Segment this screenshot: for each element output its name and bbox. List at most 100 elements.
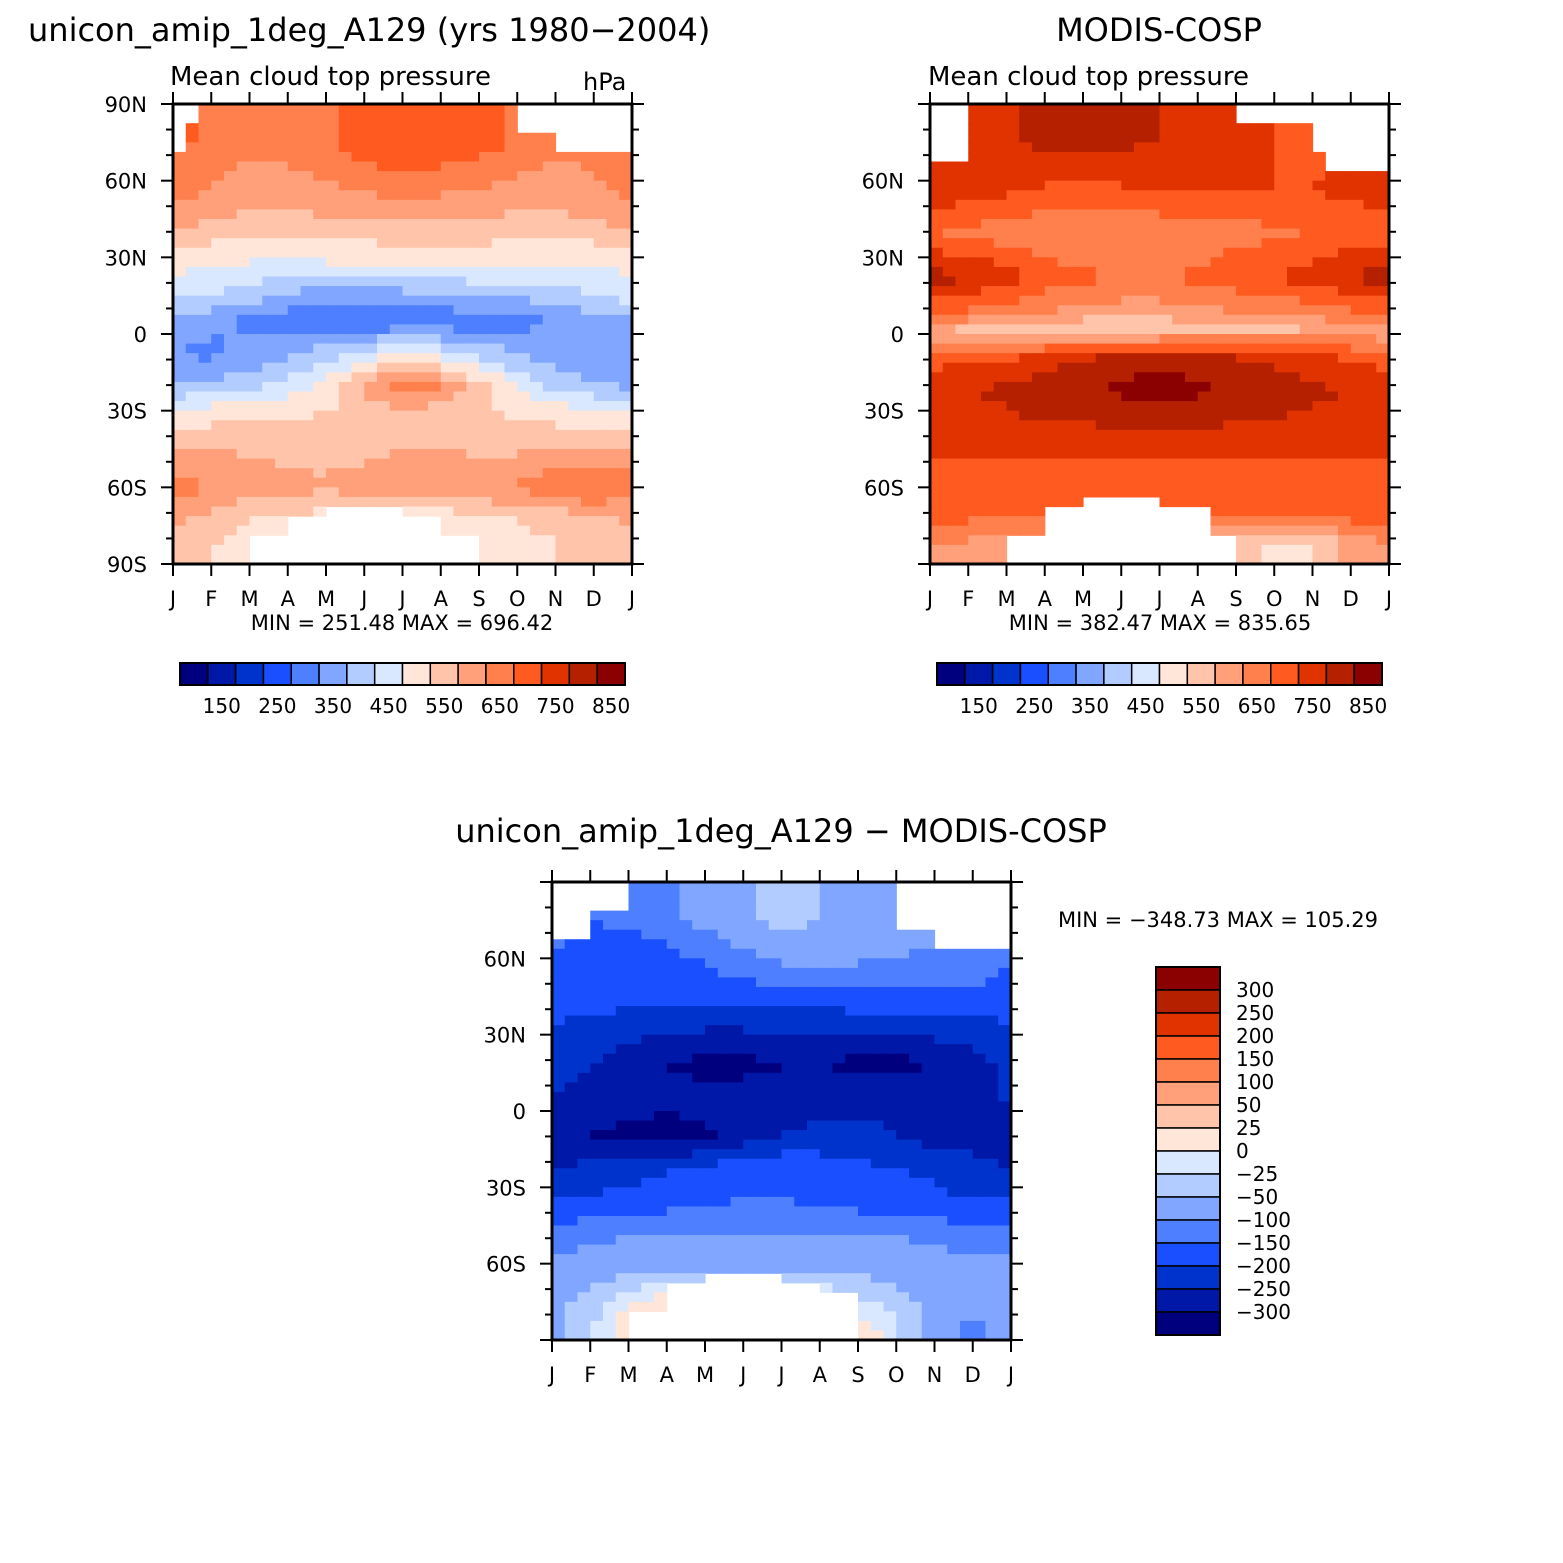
panel-obs-cell <box>1261 372 1275 383</box>
panel-model-cell <box>198 314 212 326</box>
panel-obs-cell <box>1108 362 1122 373</box>
panel-diff-cell <box>603 929 617 940</box>
panel-diff-cell <box>909 1196 923 1208</box>
panel-diff-cell <box>998 1311 1012 1322</box>
panel-obs-cell <box>1185 420 1199 431</box>
panel-diff-cell <box>603 1263 617 1274</box>
panel-obs-cell <box>981 180 995 191</box>
panel-diff-cell <box>577 1244 591 1255</box>
panel-model-cell <box>466 180 480 191</box>
panel-model-cell <box>364 343 378 354</box>
panel-diff-cell <box>705 1244 719 1255</box>
panel-diff-cell <box>743 1196 757 1208</box>
panel-diff-cell <box>909 1177 923 1188</box>
panel-obs-cell <box>1287 487 1301 498</box>
panel-obs-cell <box>1146 468 1161 479</box>
panel-diff-cell <box>998 1273 1012 1284</box>
panel-model-cell <box>364 286 378 297</box>
panel-diff-cell <box>756 1111 770 1122</box>
panel-model-cell <box>326 477 340 488</box>
panel-diff-cell <box>934 1177 948 1188</box>
panel-obs-cell <box>1236 535 1250 546</box>
panel-obs-cell <box>1261 439 1275 450</box>
panel-obs-cell <box>1299 295 1314 306</box>
panel-model-cell <box>555 161 569 172</box>
panel-obs-cell <box>1338 420 1352 431</box>
panel-obs-cell <box>1363 353 1377 364</box>
panel-model-cell <box>428 506 442 517</box>
panel-diff-xtick-label: A <box>660 1363 675 1387</box>
panel-obs-cell <box>1070 142 1084 153</box>
panel-model-cell <box>198 113 212 124</box>
panel-obs-cell <box>1146 209 1161 220</box>
panel-diff-cell <box>794 1196 808 1208</box>
panel-diff-cell <box>666 1158 681 1169</box>
panel-diff-cell <box>972 1206 987 1217</box>
panel-model-cell <box>491 266 506 278</box>
panel-diff-cell <box>654 1015 668 1026</box>
panel-diff-cell <box>756 939 770 950</box>
panel-diff-cell <box>577 1225 591 1236</box>
panel-diff-cell <box>628 1034 642 1045</box>
panel-obs-cell <box>1350 247 1365 258</box>
panel-model-cell <box>364 247 378 258</box>
panel-obs-cell <box>1019 334 1033 345</box>
panel-obs-cell <box>1159 401 1173 412</box>
panel-obs-cell <box>1006 372 1020 383</box>
panel-model-cell <box>185 554 200 565</box>
panel-diff-cell <box>985 1111 999 1122</box>
panel-obs-xtick-label: D <box>1343 587 1359 611</box>
panel-obs-cell <box>1172 449 1186 460</box>
panel-model-cell <box>326 219 340 230</box>
panel-diff-cell <box>641 939 655 950</box>
panel-model-cell <box>415 429 429 441</box>
panel-obs-cell <box>1363 391 1377 402</box>
panel-obs-cell <box>981 535 995 546</box>
panel-model-cell <box>606 199 620 211</box>
panel-diff-cell <box>858 1196 872 1208</box>
panel-model-cell <box>338 458 353 469</box>
panel-model-cell <box>440 391 455 402</box>
panel-obs-cell <box>1299 391 1314 402</box>
panel-diff-cell <box>896 1149 910 1160</box>
panel-diff-cell <box>960 1091 974 1103</box>
panel-obs-cell <box>1019 487 1033 498</box>
panel-model-cell <box>300 362 314 373</box>
panel-obs-cell <box>1210 353 1224 364</box>
panel-diff-cell <box>858 882 872 893</box>
panel-diff-cell <box>756 948 770 959</box>
panel-model-cell <box>402 305 416 316</box>
panel-model-cell <box>389 247 404 258</box>
panel-model-cell <box>275 401 289 412</box>
panel-model-cell <box>224 544 238 556</box>
panel-obs-cell <box>1223 496 1237 508</box>
panel-obs-cell <box>1006 238 1020 249</box>
panel-obs-cell <box>1172 458 1186 469</box>
panel-diff-cell <box>934 1082 948 1093</box>
panel-diff-cell <box>883 1235 897 1246</box>
panel-obs-cell <box>1019 142 1033 153</box>
panel-diff-cell <box>552 1206 566 1217</box>
panel-diff-cell <box>552 967 566 979</box>
panel-diff-cell <box>705 1034 719 1045</box>
panel-obs-cell <box>1325 525 1339 536</box>
panel-diff-cell <box>858 1044 872 1055</box>
panel-model-cell <box>236 449 251 460</box>
panel-diff-cell <box>641 1139 655 1150</box>
panel-model-cell <box>491 219 506 230</box>
panel-obs-cell <box>1312 506 1326 517</box>
panel-obs-cell <box>1248 123 1263 134</box>
panel-model-cell <box>453 238 467 249</box>
panel-diff-cell <box>603 1149 617 1160</box>
panel-obs-cell <box>1095 458 1110 469</box>
panel-model-cell <box>364 420 378 431</box>
panel-obs-cell <box>1338 257 1352 268</box>
panel-model-cell <box>491 199 506 211</box>
panel-model-cell <box>287 199 302 211</box>
panel-obs-cell <box>1044 238 1059 249</box>
panel-model-cell <box>211 142 225 153</box>
panel-model-cell <box>338 305 353 316</box>
panel-diff-cell <box>832 1149 846 1160</box>
panel-diff-cell <box>781 1111 795 1122</box>
panel-obs-cell <box>993 113 1008 124</box>
